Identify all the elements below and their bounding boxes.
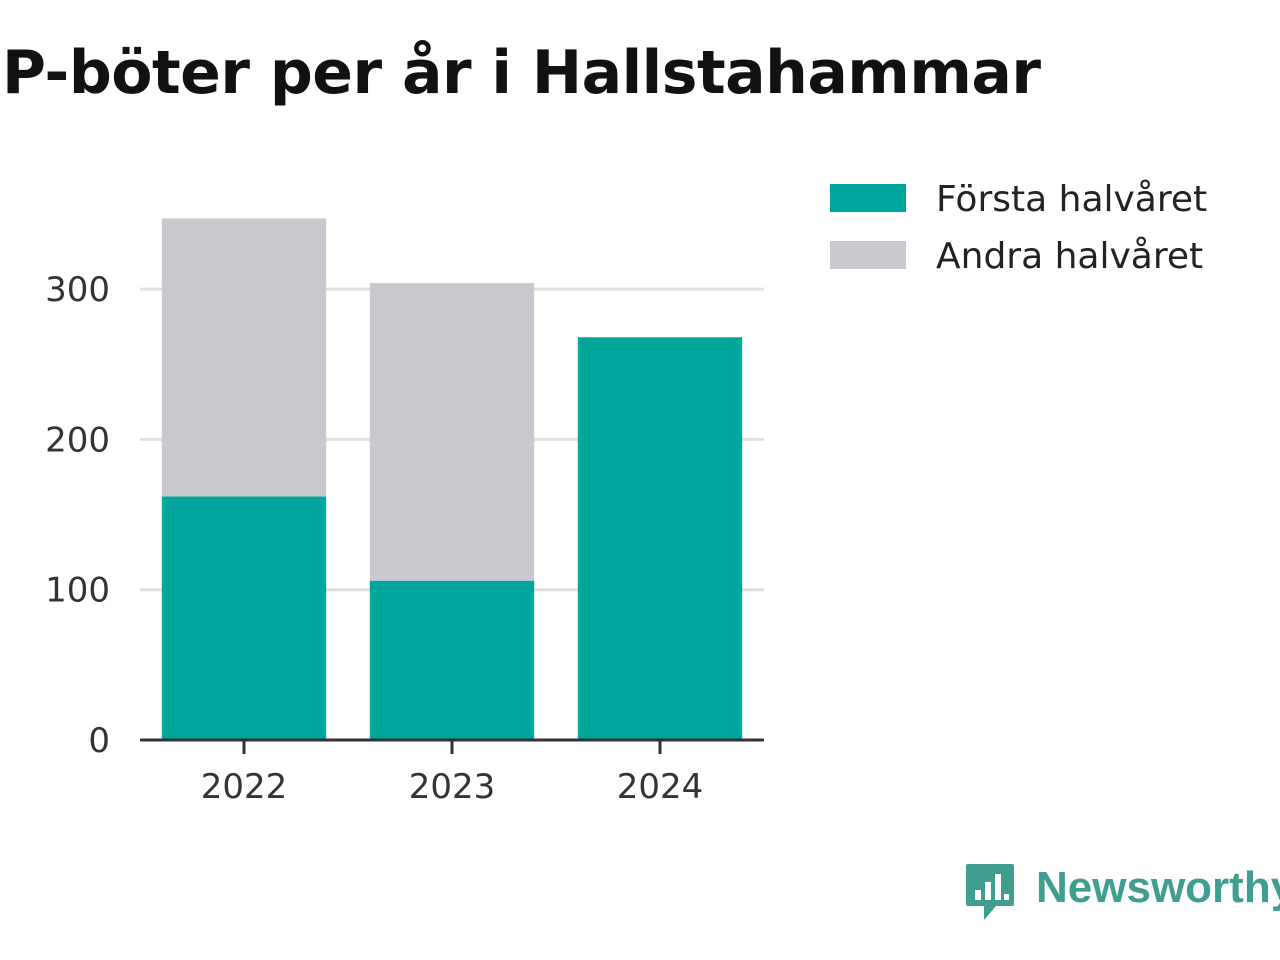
bar-2023-series-0 (369, 580, 535, 740)
bars (161, 218, 743, 740)
chart-title: P-böter per år i Hallstahammar (2, 38, 1041, 108)
bar-2022-series-0 (161, 496, 327, 740)
bar-2024-series-0 (577, 337, 743, 740)
y-tick-label: 100 (45, 571, 110, 611)
legend-swatch (830, 184, 906, 212)
bar-2022-series-1 (161, 218, 327, 497)
axes: 0 100 200 300 2022 2023 2024 (45, 270, 764, 807)
legend-label: Andra halvåret (936, 236, 1203, 277)
x-tick-label: 2024 (617, 767, 704, 807)
y-tick-label: 300 (45, 270, 110, 310)
legend-swatch (830, 241, 906, 269)
newsworthy-logo-icon (966, 864, 1014, 920)
x-tick-label: 2022 (201, 767, 288, 807)
bar-2023-series-1 (369, 283, 535, 581)
legend-label: Första halvåret (936, 179, 1207, 220)
newsworthy-logo: Newsworthy (964, 862, 1280, 924)
newsworthy-logo-text: Newsworthy (1036, 863, 1280, 912)
x-tick-label: 2023 (409, 767, 496, 807)
y-tick-label: 200 (45, 420, 110, 460)
y-tick-label: 0 (88, 721, 110, 761)
legend: Första halvåret Andra halvåret (830, 179, 1207, 277)
